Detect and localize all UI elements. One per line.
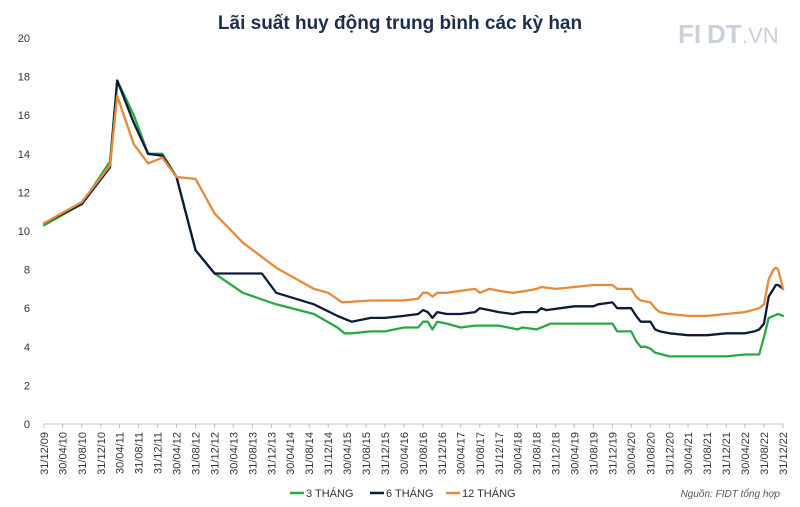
- x-tick-label: 30/04/17: [456, 432, 468, 475]
- x-tick-label: 30/04/21: [683, 432, 695, 475]
- x-tick-label: 31/08/22: [759, 432, 771, 475]
- x-tick-label: 31/12/18: [551, 432, 563, 475]
- x-tick-label: 31/12/22: [778, 432, 790, 475]
- y-tick-label: 12: [18, 187, 30, 199]
- svg-text:FI: FI: [678, 19, 701, 49]
- y-tick-label: 14: [18, 149, 30, 161]
- x-tick-label: 31/08/10: [77, 432, 89, 475]
- source-note: Nguồn: FIDT tổng hợp: [681, 488, 781, 500]
- y-tick-label: 0: [24, 419, 30, 431]
- x-tick-label: 30/04/22: [740, 432, 752, 475]
- x-tick-label: 30/04/14: [285, 432, 297, 475]
- x-tick-label: 31/12/16: [437, 432, 449, 475]
- x-tick-label: 31/08/14: [304, 432, 316, 475]
- fidt-logo: FI DT .VN: [678, 19, 779, 49]
- x-tick-label: 31/08/19: [588, 432, 600, 475]
- svg-text:DT: DT: [707, 19, 742, 49]
- y-tick-label: 8: [24, 265, 30, 277]
- x-tick-label: 31/08/12: [191, 432, 203, 475]
- x-tick-label: 31/08/21: [702, 432, 714, 475]
- x-tick-label: 31/08/20: [645, 432, 657, 475]
- x-tick-label: 31/08/15: [361, 432, 373, 475]
- y-tick-label: 2: [24, 380, 30, 392]
- x-tick-label: 30/04/19: [569, 432, 581, 475]
- series-line-3: [42, 94, 785, 318]
- x-tick-label: 30/04/13: [228, 432, 240, 475]
- series-line-1: [42, 79, 785, 358]
- x-tick-label: 31/12/13: [266, 432, 278, 475]
- x-tick-label: 30/04/10: [58, 432, 70, 475]
- y-tick-label: 18: [18, 72, 30, 84]
- series-line-2: [42, 79, 785, 337]
- legend-label: 3 THÁNG: [306, 487, 353, 500]
- svg-text:.VN: .VN: [742, 23, 779, 48]
- x-tick-label: 31/12/15: [380, 432, 392, 475]
- legend-label: 12 THÁNG: [462, 487, 516, 500]
- x-tick-label: 30/04/15: [342, 432, 354, 475]
- x-tick-label: 30/04/20: [626, 432, 638, 475]
- x-tick-label: 31/12/19: [607, 432, 619, 475]
- x-tick-label: 30/04/18: [512, 432, 524, 475]
- x-tick-label: 31/12/09: [39, 432, 51, 475]
- x-tick-label: 30/04/12: [171, 432, 183, 475]
- x-tick-label: 31/12/20: [664, 432, 676, 475]
- x-tick-label: 31/08/17: [475, 432, 487, 475]
- x-tick-label: 31/08/16: [418, 432, 430, 475]
- x-tick-label: 31/08/18: [532, 432, 544, 475]
- x-tick-label: 30/04/11: [114, 432, 126, 474]
- y-tick-label: 4: [24, 342, 30, 354]
- y-tick-label: 6: [24, 303, 30, 315]
- x-tick-label: 31/12/14: [323, 432, 335, 475]
- x-tick-label: 31/12/21: [721, 432, 733, 475]
- chart-title: Lãi suất huy động trung bình các kỳ hạn: [218, 13, 582, 34]
- x-axis: 31/12/09 30/04/10 31/08/10 31/12/10 30/04/11…: [39, 423, 790, 475]
- x-tick-label: 30/04/16: [399, 432, 411, 475]
- x-tick-label: 31/08/13: [247, 432, 259, 475]
- x-tick-label: 31/12/17: [494, 432, 506, 475]
- legend: 3 THÁNG 6 THÁNG 12 THÁNG: [290, 487, 516, 500]
- y-axis: 0 2 4 6 8 10 12 14 16 18 20: [18, 33, 30, 431]
- y-tick-label: 10: [18, 226, 30, 238]
- x-tick-label: 31/12/10: [96, 432, 108, 475]
- y-tick-label: 16: [18, 110, 30, 122]
- legend-label: 6 THÁNG: [386, 487, 433, 500]
- x-tick-label: 31/12/12: [210, 432, 222, 475]
- y-tick-label: 20: [18, 33, 30, 45]
- x-tick-label: 31/08/11: [134, 432, 146, 474]
- series-layer: [42, 79, 785, 358]
- x-tick-label: 31/12/11: [153, 432, 165, 474]
